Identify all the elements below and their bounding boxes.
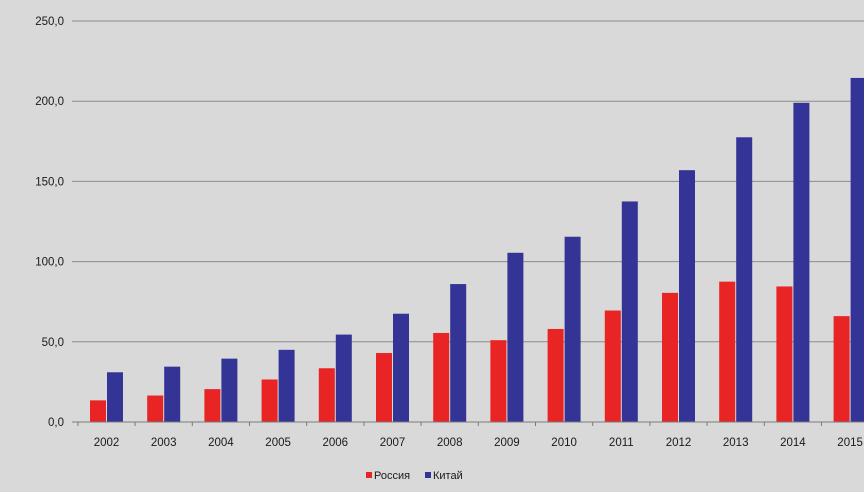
y-tick-label: 0,0 — [48, 417, 64, 429]
x-tick-label: 2005 — [265, 437, 291, 449]
bar-china-2002 — [107, 372, 123, 422]
x-tick-label: 2004 — [208, 437, 234, 449]
bar-russia-2007 — [376, 353, 392, 422]
bar-russia-2003 — [147, 395, 164, 422]
x-tick-label: 2007 — [380, 437, 406, 449]
legend-label-china: Китай — [433, 470, 463, 482]
x-tick-label: 2010 — [551, 437, 577, 449]
legend: Россия Китай — [366, 470, 463, 482]
bar-russia-2013 — [719, 281, 736, 422]
legend-swatch-china — [425, 472, 431, 478]
y-tick-label: 200,0 — [35, 96, 64, 108]
x-tick-label: 2015 — [837, 437, 863, 449]
bar-china-2014 — [793, 102, 810, 422]
y-tick-label: 150,0 — [35, 176, 64, 188]
bar-china-2010 — [564, 236, 581, 422]
y-axis-ticks: 0,0 50,0 100,0 150,0 200,0 250,0 — [35, 16, 64, 429]
x-tick-label: 2011 — [609, 437, 634, 449]
bar-china-2007 — [393, 313, 409, 422]
x-tick-label: 2012 — [666, 437, 692, 449]
x-tick-label: 2002 — [94, 437, 120, 449]
bar-russia-2006 — [318, 368, 335, 422]
y-tick-label: 250,0 — [35, 16, 64, 28]
bar-russia-2011 — [604, 310, 621, 422]
bar-china-2004 — [221, 358, 238, 422]
x-tick-label: 2006 — [323, 437, 349, 449]
bar-russia-2015 — [833, 316, 850, 422]
bar-russia-2014 — [776, 286, 793, 422]
legend-label-russia: Россия — [374, 470, 410, 482]
x-tick-label: 2014 — [780, 437, 806, 449]
bar-russia-2010 — [547, 328, 564, 422]
x-tick-label: 2013 — [723, 437, 749, 449]
bar-russia-2009 — [490, 340, 507, 422]
bar-china-2011 — [621, 201, 638, 422]
bar-russia-2008 — [433, 332, 450, 422]
bar-china-2013 — [736, 137, 753, 423]
bar-china-2009 — [507, 252, 524, 422]
bar-russia-2004 — [204, 389, 221, 422]
x-tick-label: 2008 — [437, 437, 463, 449]
x-tick-label: 2009 — [494, 437, 520, 449]
bar-china-2003 — [164, 366, 181, 422]
bar-china-2012 — [679, 170, 695, 422]
bar-china-2006 — [335, 334, 352, 422]
x-tick-label: 2003 — [151, 437, 177, 449]
x-axis-ticks: 2002 2003 2004 2005 2006 2007 2008 2009 2010 2011… — [77, 422, 863, 449]
y-tick-label: 50,0 — [42, 337, 64, 349]
legend-swatch-russia — [366, 472, 372, 478]
bar-china-2005 — [278, 349, 295, 422]
bars — [90, 77, 864, 423]
bar-china-2015 — [850, 77, 864, 422]
bar-china-2008 — [450, 284, 467, 422]
y-tick-label: 100,0 — [35, 257, 64, 269]
bar-russia-2005 — [261, 379, 278, 422]
bar-russia-2002 — [90, 400, 106, 422]
bar-russia-2012 — [662, 292, 678, 422]
